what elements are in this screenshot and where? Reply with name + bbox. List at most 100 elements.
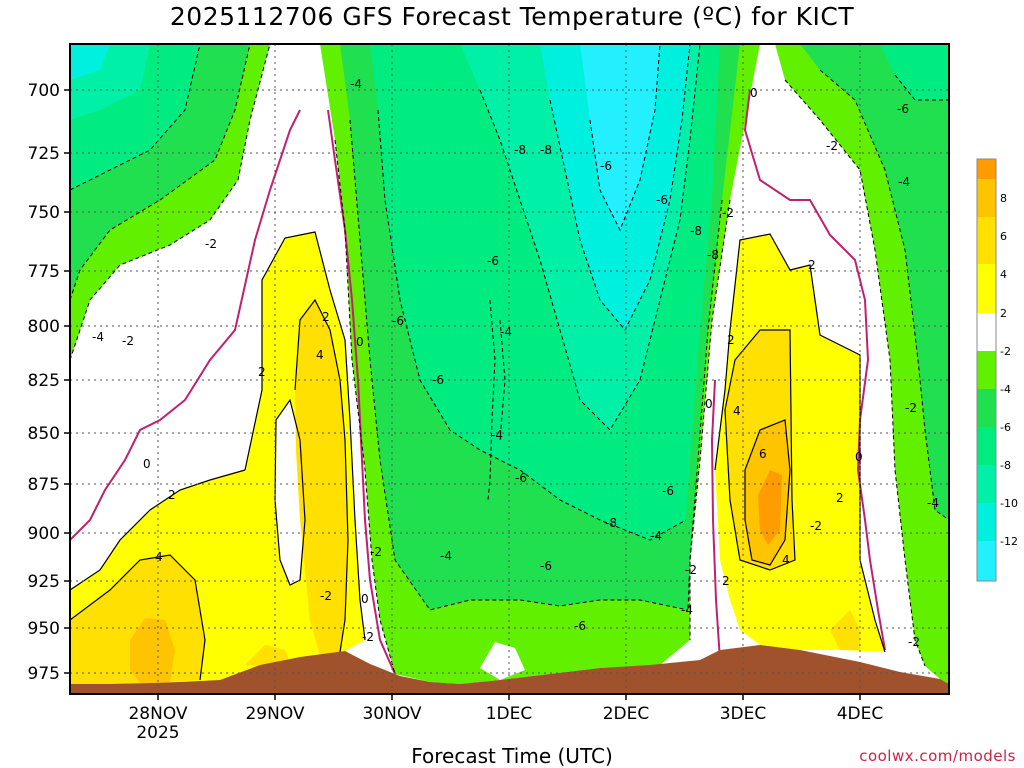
contour-label: -6 [432, 373, 444, 387]
colorbar-label: 4 [1000, 268, 1007, 281]
band-cold-10to-12-left [70, 44, 110, 80]
y-tick-label: 900 [28, 524, 60, 544]
contour-label: 0 [750, 86, 758, 100]
contour-label: -4 [650, 529, 662, 543]
contour-label: 2 [722, 574, 730, 588]
contour-label: 0 [705, 397, 713, 411]
colorbar-swatch [977, 465, 996, 503]
x-tick-label: 3DEC [720, 704, 767, 724]
y-tick-label: 750 [28, 203, 60, 223]
contour-label: -6 [392, 314, 404, 328]
contour-label: 0 [143, 457, 151, 471]
contour-label: -8 [514, 143, 526, 157]
contour-label: -4 [500, 325, 512, 339]
band-warm-gt8-right [758, 470, 782, 545]
contour-label: -2 [320, 589, 332, 603]
terrain [70, 645, 949, 694]
contour-label: -8 [690, 224, 702, 238]
colorbar-swatch [977, 351, 996, 389]
band-cold-6to-8-right [880, 44, 949, 100]
x-tick-label: 29NOV [245, 704, 304, 724]
y-axis: 700 725 750 775 800 825 850 875 900 925 … [28, 81, 70, 684]
contour-label: -6 [600, 159, 612, 173]
contour-label: -6 [515, 471, 527, 485]
contour-label: -4 [440, 549, 452, 563]
colorbar-label: -4 [1000, 383, 1011, 396]
contour-label: -4 [681, 603, 693, 617]
colorbar-label: 2 [1000, 307, 1007, 320]
colorbar-frame [976, 158, 997, 582]
colorbar-swatch [977, 389, 996, 427]
colorbar-swatch [977, 159, 996, 179]
colorbar-label: -12 [1000, 535, 1018, 548]
band-warm-blob-1 [245, 645, 290, 666]
dashed-contours [70, 44, 949, 675]
contour-label: -8 [540, 143, 552, 157]
colorbar-label: 8 [1000, 192, 1007, 205]
y-tick-label: 825 [28, 371, 60, 391]
contour-label: -2 [810, 519, 822, 533]
contour-label: -8 [707, 248, 719, 262]
contour-label: -2 [370, 545, 382, 559]
contour-label: 4 [155, 550, 163, 564]
contour-label: -6 [487, 254, 499, 268]
contour-label: 2 [258, 365, 266, 379]
x-tick-label: 28NOV [128, 704, 187, 724]
colorbar-swatch [977, 264, 996, 313]
y-tick-label: 850 [28, 424, 60, 444]
colorbar-label: -6 [1000, 421, 1011, 434]
contour-label: 4 [782, 553, 790, 567]
x-tick-label: 1DEC [486, 704, 533, 724]
contour-label: 0 [855, 450, 863, 464]
contour-label: -6 [574, 619, 586, 633]
contour-label: -4 [491, 428, 503, 442]
y-tick-label: 700 [28, 81, 60, 101]
x-tick-sublabel: 2025 [136, 723, 179, 743]
band-warm-4to6-left2 [295, 300, 348, 656]
colorbar-swatch [977, 313, 996, 351]
y-tick-label: 950 [28, 619, 60, 639]
contour-label: 0 [361, 592, 369, 606]
band-white-blob [480, 642, 525, 680]
colorbar-swatch [977, 217, 996, 255]
contour-label: 4 [733, 404, 741, 418]
chart-title: 2025112706 GFS Forecast Temperature (ºC)… [169, 2, 855, 31]
y-tick-label: 800 [28, 317, 60, 337]
x-axis-title: Forecast Time (UTC) [411, 744, 613, 768]
band-warm-6to8-left [130, 618, 175, 683]
solid-contours [70, 231, 886, 681]
contour-label: -4 [927, 496, 939, 510]
contour-label: 2 [322, 310, 330, 324]
contour-label: 2 [808, 258, 816, 272]
contour-label: 0 [356, 335, 364, 349]
contour-label: 2 [836, 491, 844, 505]
contour-label: 2 [727, 333, 735, 347]
y-tick-label: 975 [28, 664, 60, 684]
contour-label: -8 [605, 516, 617, 530]
colorbar-label: -2 [1000, 345, 1011, 358]
colorbar-label: -8 [1000, 459, 1011, 472]
contour-label: -6 [540, 559, 552, 573]
credit-text: coolwx.com/models [859, 747, 1016, 765]
x-axis: 28NOV 2025 29NOV 30NOV 1DEC 2DEC 3DEC 4D… [128, 694, 883, 743]
colorbar-swatch [977, 427, 996, 465]
contour-label: 6 [759, 447, 767, 461]
band-cold-4to-6-right [800, 44, 949, 520]
contour-label: -2 [122, 334, 134, 348]
contour-label: -2 [685, 563, 697, 577]
band-warm-blob-2 [830, 610, 860, 650]
x-tick-label: 30NOV [362, 704, 421, 724]
colorbar-label: -10 [1000, 497, 1018, 510]
contour-label: -2 [908, 635, 920, 649]
y-tick-label: 875 [28, 475, 60, 495]
grid [70, 44, 949, 694]
contour-label: -6 [656, 193, 668, 207]
contour-label: -2 [362, 630, 374, 644]
x-tick-label: 4DEC [837, 704, 884, 724]
contour-label: 2 [168, 488, 176, 502]
contour-label: -4 [350, 77, 362, 91]
y-tick-label: 775 [28, 262, 60, 282]
colorbar-swatch [977, 541, 996, 581]
y-tick-label: 925 [28, 572, 60, 592]
